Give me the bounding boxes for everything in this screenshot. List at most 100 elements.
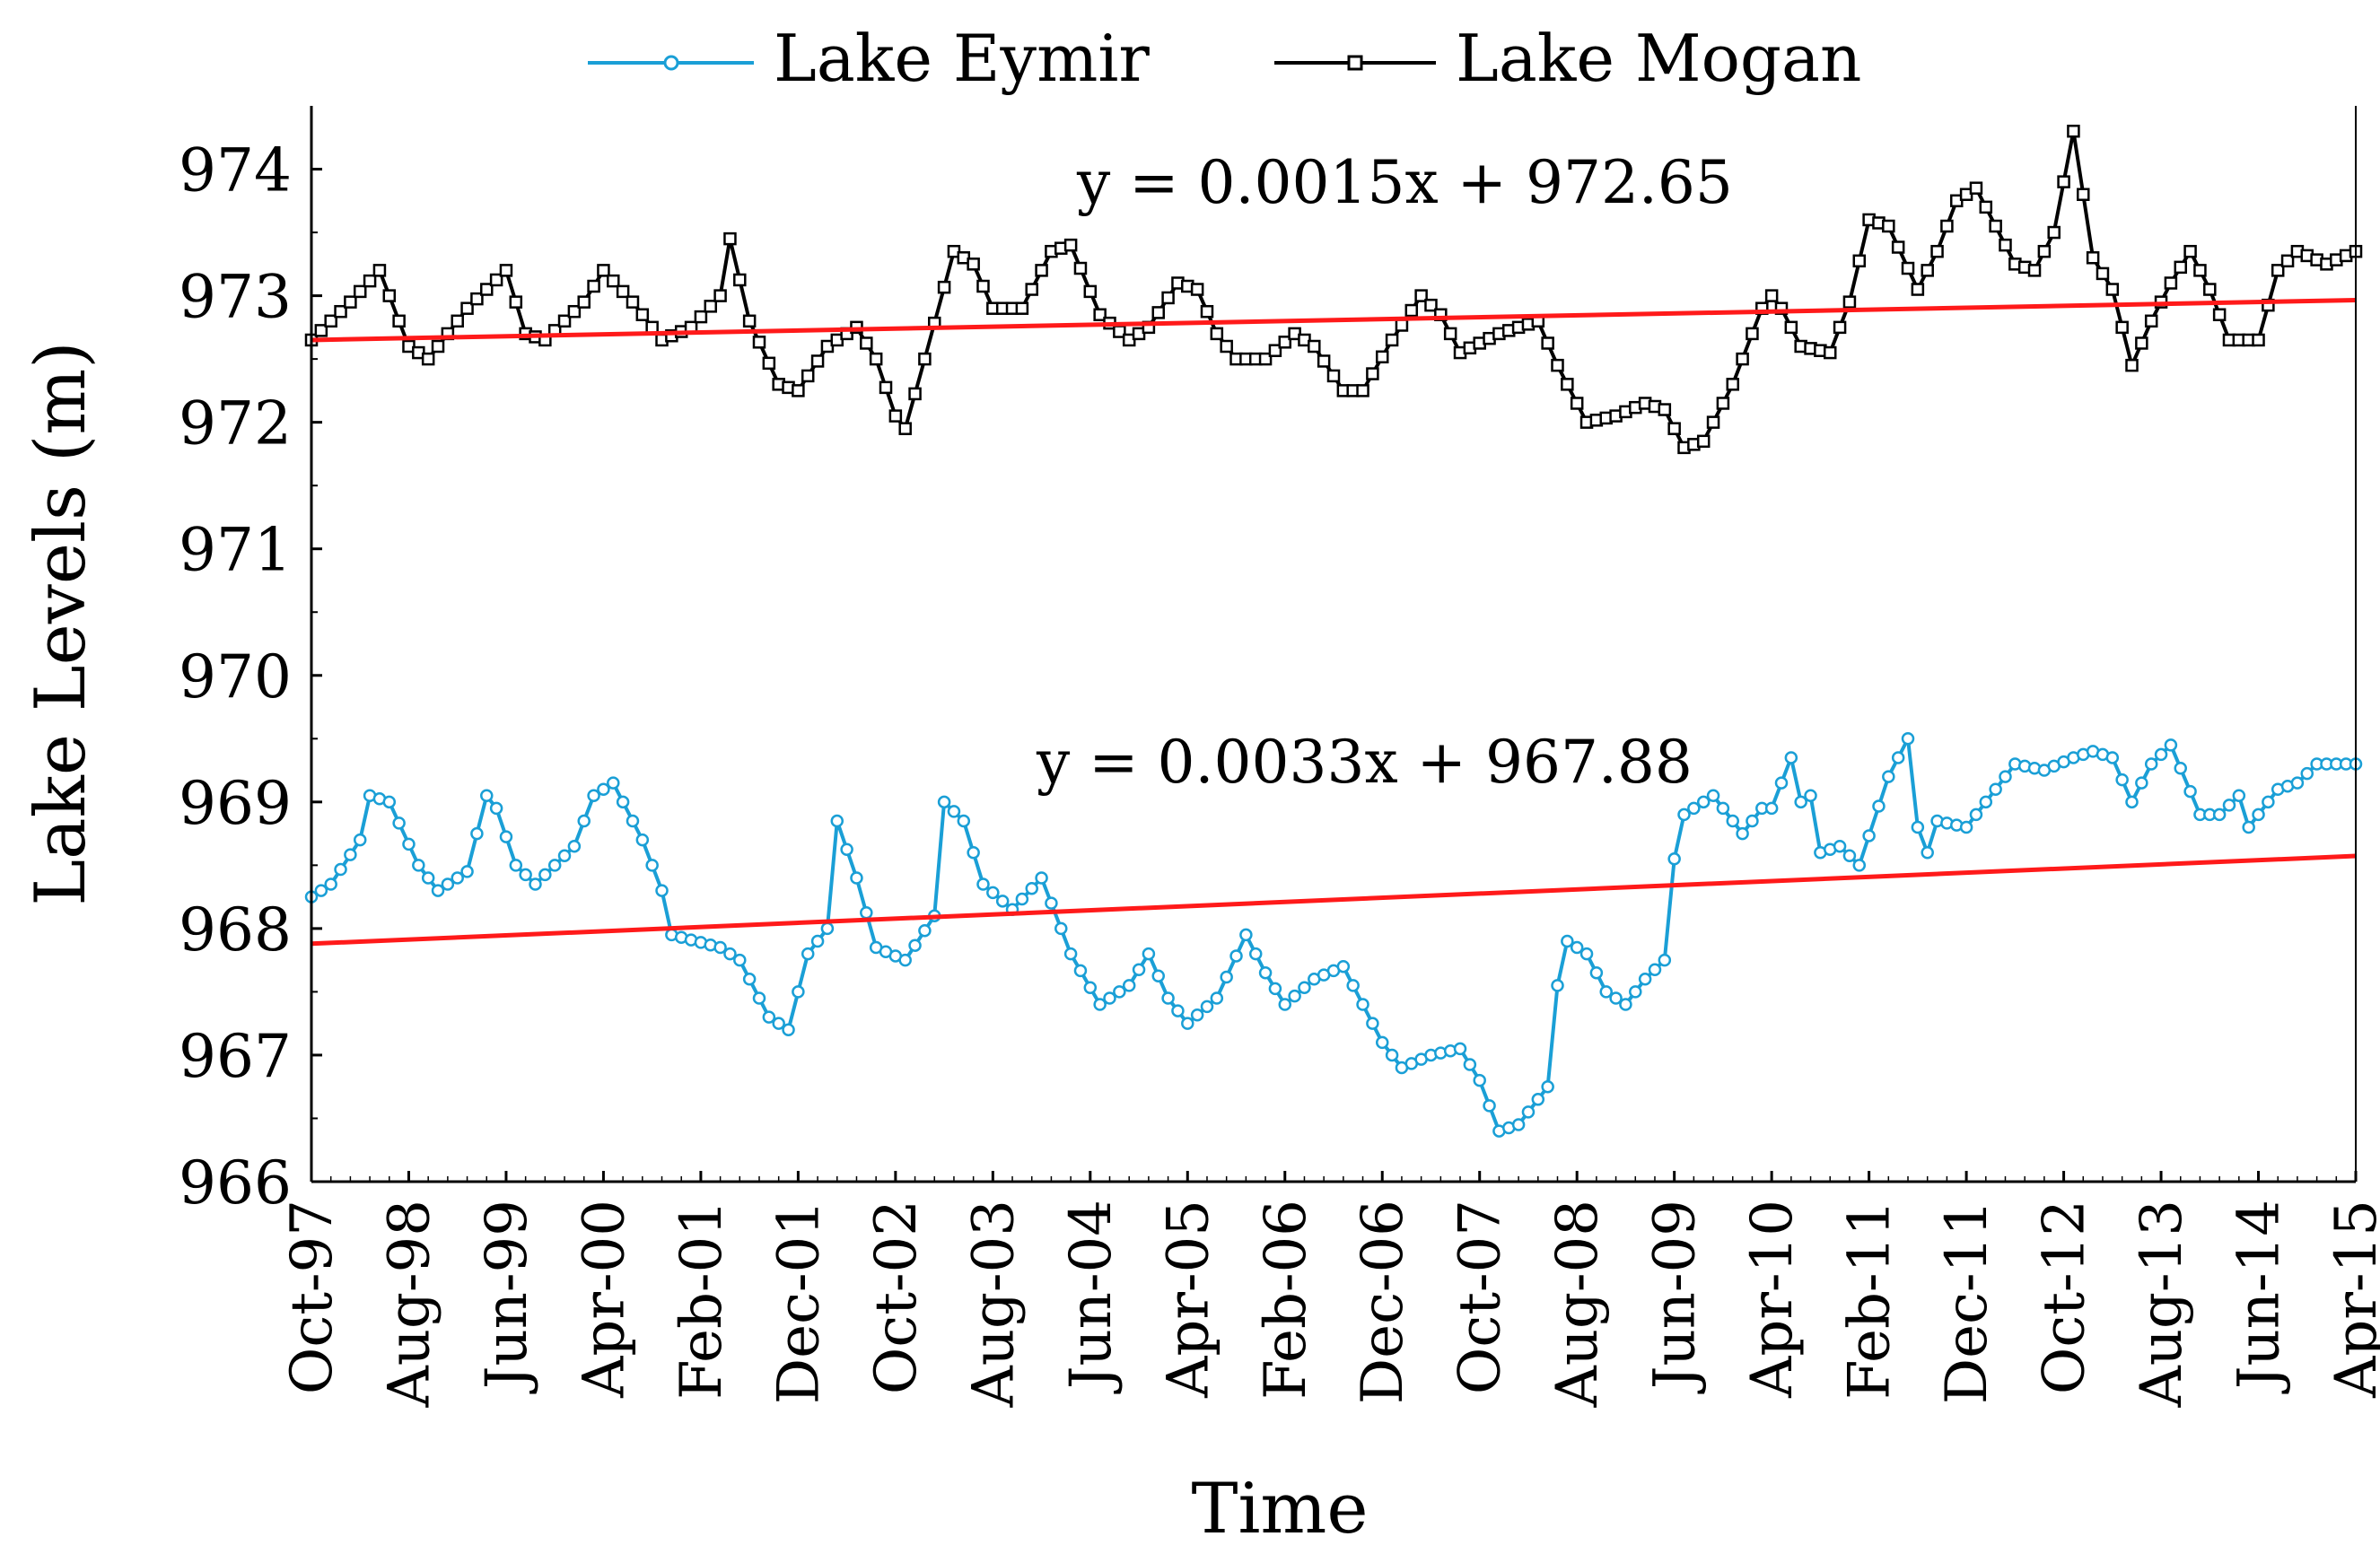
data-point: [1784, 320, 1798, 335]
data-point: [976, 877, 990, 891]
data-point: [441, 877, 455, 891]
data-point: [1463, 1058, 1477, 1071]
data-point: [1063, 947, 1078, 961]
data-point: [1589, 966, 1604, 980]
x-tick-label: Jun-09: [1642, 1200, 1709, 1394]
data-point: [1375, 1035, 1389, 1050]
data-point: [2242, 820, 2255, 834]
data-point: [1609, 991, 1623, 1005]
data-point: [1414, 289, 1428, 302]
data-point: [1989, 219, 2002, 233]
data-point: [1959, 820, 1973, 834]
data-point: [538, 868, 552, 882]
y-tick-label: 971: [179, 516, 292, 585]
data-point: [431, 884, 445, 897]
data-point: [995, 895, 1010, 908]
data-point: [752, 336, 766, 349]
data-point: [1667, 852, 1681, 866]
data-point: [460, 301, 474, 315]
data-point: [918, 352, 932, 366]
data-point: [1901, 732, 1915, 746]
data-point: [2252, 333, 2265, 347]
data-point: [382, 795, 397, 809]
data-point: [1200, 304, 1214, 319]
data-point: [1190, 1008, 1204, 1022]
data-point: [898, 953, 912, 967]
data-point: [976, 279, 990, 293]
data-point: [1667, 422, 1681, 435]
data-point: [1308, 339, 1321, 354]
data-point: [2280, 254, 2295, 268]
data-point: [967, 258, 980, 271]
data-point: [1161, 991, 1175, 1005]
data-point: [2105, 283, 2120, 296]
data-point: [470, 292, 484, 306]
data-point: [1229, 949, 1243, 963]
data-point: [733, 273, 747, 287]
data-point: [2222, 799, 2236, 812]
legend-mogan-label: Lake Mogan: [1456, 21, 1861, 96]
data-point: [1764, 801, 1779, 816]
data-point: [1716, 801, 1730, 816]
data-point: [1764, 289, 1779, 302]
data-point: [567, 839, 582, 853]
x-tick-label: Aug-13: [2129, 1200, 2195, 1408]
data-point: [353, 284, 367, 299]
data-point: [2174, 260, 2187, 275]
data-point: [820, 921, 835, 936]
data-point: [2193, 264, 2207, 277]
y-tick-label: 968: [179, 895, 292, 965]
data-point: [421, 871, 435, 885]
data-point: [704, 300, 718, 313]
legend-item-eymir: Lake Eymir: [588, 21, 1150, 96]
x-tick-label: Feb-01: [669, 1200, 735, 1400]
data-point: [2164, 276, 2178, 290]
data-point: [694, 310, 708, 324]
data-point: [1132, 963, 1146, 976]
data-point: [1093, 308, 1107, 321]
data-point: [2115, 320, 2129, 335]
data-point: [1706, 415, 1720, 429]
data-point: [587, 789, 600, 803]
data-point: [1395, 319, 1409, 332]
data-point: [850, 871, 863, 885]
data-point: [860, 906, 873, 920]
data-point: [898, 422, 912, 435]
y-tick-label: 967: [179, 1022, 292, 1091]
data-point: [1823, 345, 1837, 360]
data-point: [607, 776, 620, 790]
data-point: [937, 280, 951, 294]
data-point: [626, 295, 640, 309]
x-tick-label: Oct-97: [279, 1200, 346, 1394]
data-point: [2203, 283, 2217, 296]
data-point: [1852, 254, 1867, 268]
data-point: [597, 782, 610, 796]
data-point: [557, 849, 572, 863]
data-point: [2047, 225, 2061, 240]
data-point: [908, 387, 922, 401]
data-point: [1746, 327, 1759, 341]
data-point: [577, 295, 591, 309]
data-point: [810, 934, 825, 948]
data-point: [1579, 947, 1594, 961]
data-point: [1658, 953, 1672, 967]
data-point: [509, 295, 523, 309]
data-point: [879, 380, 893, 395]
x-tick-label: Feb-06: [1253, 1200, 1319, 1400]
data-point: [742, 973, 757, 986]
data-point: [1248, 947, 1263, 961]
data-point: [1278, 336, 1292, 349]
data-point: [1073, 261, 1088, 275]
data-point: [1726, 378, 1740, 391]
data-point: [810, 354, 825, 368]
data-point: [1784, 751, 1798, 764]
data-point: [421, 352, 435, 366]
data-point: [1317, 354, 1331, 368]
data-point: [1151, 306, 1165, 319]
data-point: [752, 991, 766, 1005]
data-point: [470, 826, 484, 841]
data-point: [607, 274, 620, 288]
data-point: [1648, 963, 1662, 976]
data-point: [314, 884, 328, 897]
data-point: [1054, 921, 1068, 936]
